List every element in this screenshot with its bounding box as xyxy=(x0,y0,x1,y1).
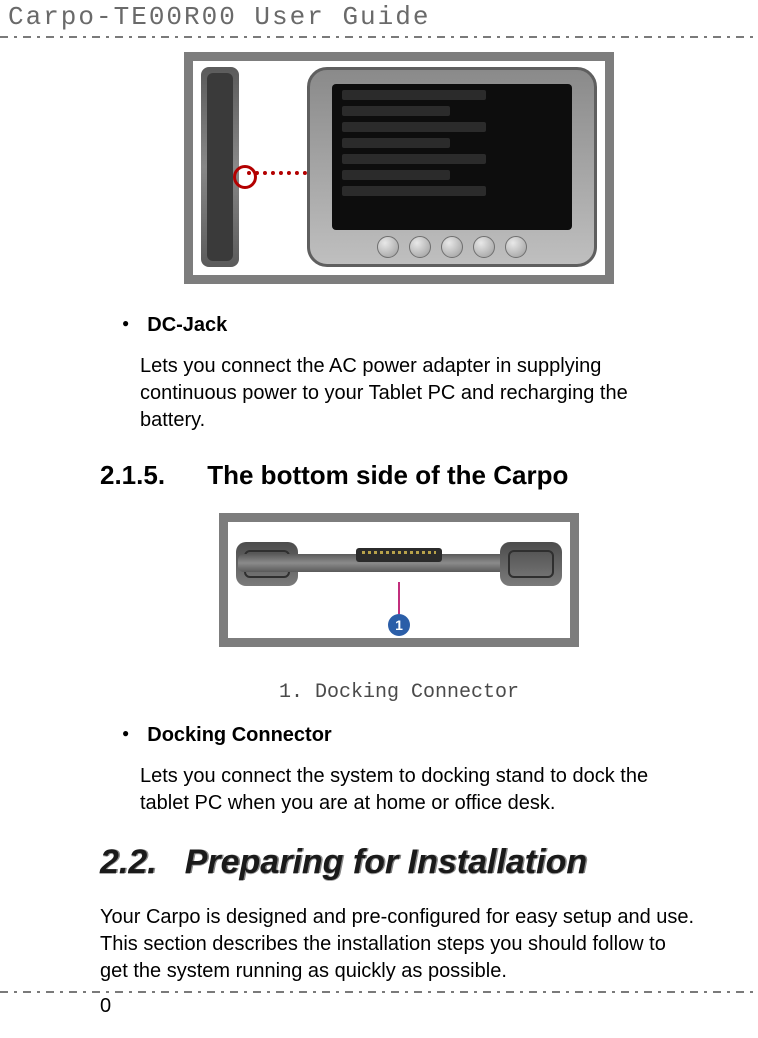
tablet-device-icon xyxy=(307,67,597,267)
document-header: Carpo-TE00R00 User Guide xyxy=(0,0,758,36)
bullet-body: Lets you connect the AC power adapter in… xyxy=(140,353,698,434)
heading-number: 2.2. xyxy=(100,843,157,882)
bullet-docking-connector: ● Docking Connector xyxy=(100,722,698,749)
page: Carpo-TE00R00 User Guide ● DC-Jack xyxy=(0,0,758,1038)
subheading-text: The bottom side of the Carpo xyxy=(207,460,568,490)
callout-badge: 1 xyxy=(388,614,410,636)
footer-rule xyxy=(0,991,758,993)
bullet-dot-icon: ● xyxy=(122,316,129,330)
figure-tablet-interaction xyxy=(184,52,614,284)
bullet-dc-jack: ● DC-Jack xyxy=(100,312,698,339)
subheading-bottom-side: 2.1.5. The bottom side of the Carpo xyxy=(100,460,698,491)
figure-bottom-side: 1 xyxy=(219,513,579,647)
subheading-number: 2.1.5. xyxy=(100,460,200,491)
bullet-label: Docking Connector xyxy=(147,722,331,749)
pen-dock-icon xyxy=(201,67,239,267)
bullet-dot-icon: ● xyxy=(122,726,129,740)
heading-text: Preparing for Installation xyxy=(185,843,587,881)
content-area: ● DC-Jack Lets you connect the AC power … xyxy=(0,52,758,985)
intro-paragraph: Your Carpo is designed and pre-configure… xyxy=(100,904,698,985)
heading-preparing-installation: 2.2. Preparing for Installation xyxy=(100,843,698,882)
callout-line-icon xyxy=(398,582,400,614)
page-number: 0 xyxy=(100,995,758,1018)
docking-connector-icon xyxy=(356,548,442,562)
header-rule xyxy=(0,36,758,38)
bullet-label: DC-Jack xyxy=(147,312,227,339)
bullet-body: Lets you connect the system to docking s… xyxy=(140,763,698,817)
figure-caption: 1. Docking Connector xyxy=(100,681,698,704)
